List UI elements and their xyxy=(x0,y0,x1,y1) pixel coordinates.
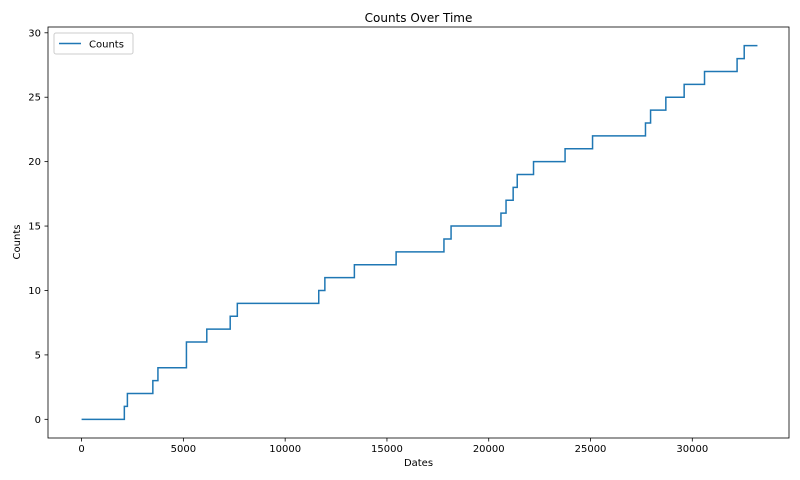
x-tick-label: 20000 xyxy=(473,444,505,455)
legend: Counts xyxy=(53,32,134,55)
y-tick-label: 20 xyxy=(28,157,41,168)
x-axis-label: Dates xyxy=(404,458,433,469)
x-tick-label: 30000 xyxy=(676,444,708,455)
y-tick-label: 30 xyxy=(28,28,41,39)
y-tick-label: 10 xyxy=(28,286,41,297)
x-tick-label: 0 xyxy=(78,444,84,455)
y-tick-label: 0 xyxy=(35,415,41,426)
x-tick-label: 5000 xyxy=(171,444,196,455)
y-tick-label: 15 xyxy=(28,222,41,233)
legend-box xyxy=(53,32,134,55)
x-tick-label: 25000 xyxy=(575,444,607,455)
legend-label-counts: Counts xyxy=(89,40,124,51)
plot-frame xyxy=(47,26,790,439)
y-axis-label: Counts xyxy=(12,225,23,260)
x-tick-label: 10000 xyxy=(269,444,301,455)
y-tick-label: 25 xyxy=(28,93,41,104)
series-layer xyxy=(81,44,758,421)
chart-title: Counts Over Time xyxy=(365,11,473,25)
ticks-layer: 0 5000 10000 15000 20000 25000 30000 0 5 10 15 20 25… xyxy=(28,28,708,455)
series-line-counts xyxy=(81,44,758,421)
y-tick-label: 5 xyxy=(35,350,41,361)
x-tick-label: 15000 xyxy=(371,444,403,455)
